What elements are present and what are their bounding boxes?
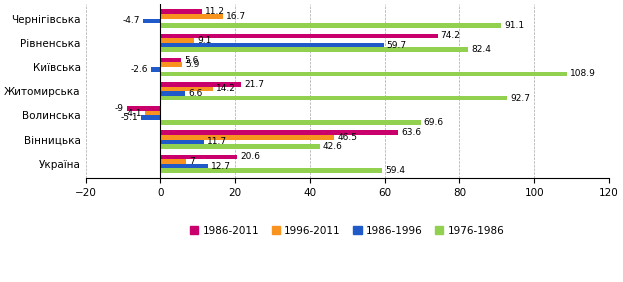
Bar	[143, 19, 160, 23]
Text: -4.1: -4.1	[125, 109, 142, 118]
Text: 5.9: 5.9	[186, 60, 200, 69]
Text: 21.7: 21.7	[244, 80, 264, 89]
Bar	[160, 72, 568, 76]
Text: 11.7: 11.7	[207, 137, 227, 146]
Text: 74.2: 74.2	[440, 32, 460, 41]
Text: 92.7: 92.7	[510, 94, 530, 103]
Text: 12.7: 12.7	[211, 162, 231, 171]
Text: 59.7: 59.7	[386, 41, 407, 50]
Bar	[160, 164, 208, 168]
Bar	[160, 96, 507, 100]
Text: 14.2: 14.2	[216, 84, 236, 93]
Bar	[160, 155, 237, 159]
Bar	[160, 23, 501, 28]
Bar	[160, 120, 421, 125]
Bar	[160, 87, 214, 91]
Bar	[160, 14, 223, 19]
Text: 11.2: 11.2	[205, 7, 225, 16]
Bar	[145, 111, 160, 115]
Bar	[160, 34, 438, 38]
Bar	[160, 168, 383, 173]
Text: 7: 7	[189, 157, 195, 166]
Text: 20.6: 20.6	[240, 152, 260, 161]
Text: 91.1: 91.1	[504, 21, 524, 30]
Bar	[160, 58, 181, 62]
Bar	[160, 144, 320, 149]
Bar	[151, 67, 160, 72]
Text: 42.6: 42.6	[323, 142, 343, 151]
Bar	[160, 91, 185, 96]
Text: 5.6: 5.6	[184, 56, 199, 65]
Text: -2.6: -2.6	[130, 65, 148, 74]
Text: -4.7: -4.7	[122, 16, 140, 25]
Text: 16.7: 16.7	[226, 12, 246, 21]
Text: 46.5: 46.5	[337, 133, 357, 142]
Bar	[160, 131, 398, 135]
Text: 63.6: 63.6	[401, 128, 421, 137]
Text: 108.9: 108.9	[571, 69, 596, 78]
Text: -9: -9	[115, 104, 123, 113]
Bar	[160, 38, 194, 43]
Bar	[160, 159, 186, 164]
Text: -5.1: -5.1	[121, 113, 138, 122]
Bar	[160, 47, 468, 52]
Text: 82.4: 82.4	[472, 45, 492, 54]
Bar	[126, 106, 160, 111]
Bar	[160, 62, 183, 67]
Text: 6.6: 6.6	[188, 89, 202, 98]
Text: 9.1: 9.1	[197, 36, 212, 45]
Bar	[160, 10, 202, 14]
Text: 59.4: 59.4	[386, 166, 406, 175]
Bar	[160, 140, 204, 144]
Bar	[141, 115, 160, 120]
Legend: 1986-2011, 1996-2011, 1986-1996, 1976-1986: 1986-2011, 1996-2011, 1986-1996, 1976-19…	[186, 222, 508, 240]
Text: 69.6: 69.6	[424, 118, 444, 127]
Bar	[160, 135, 334, 140]
Bar	[160, 82, 242, 87]
Bar	[160, 43, 384, 47]
